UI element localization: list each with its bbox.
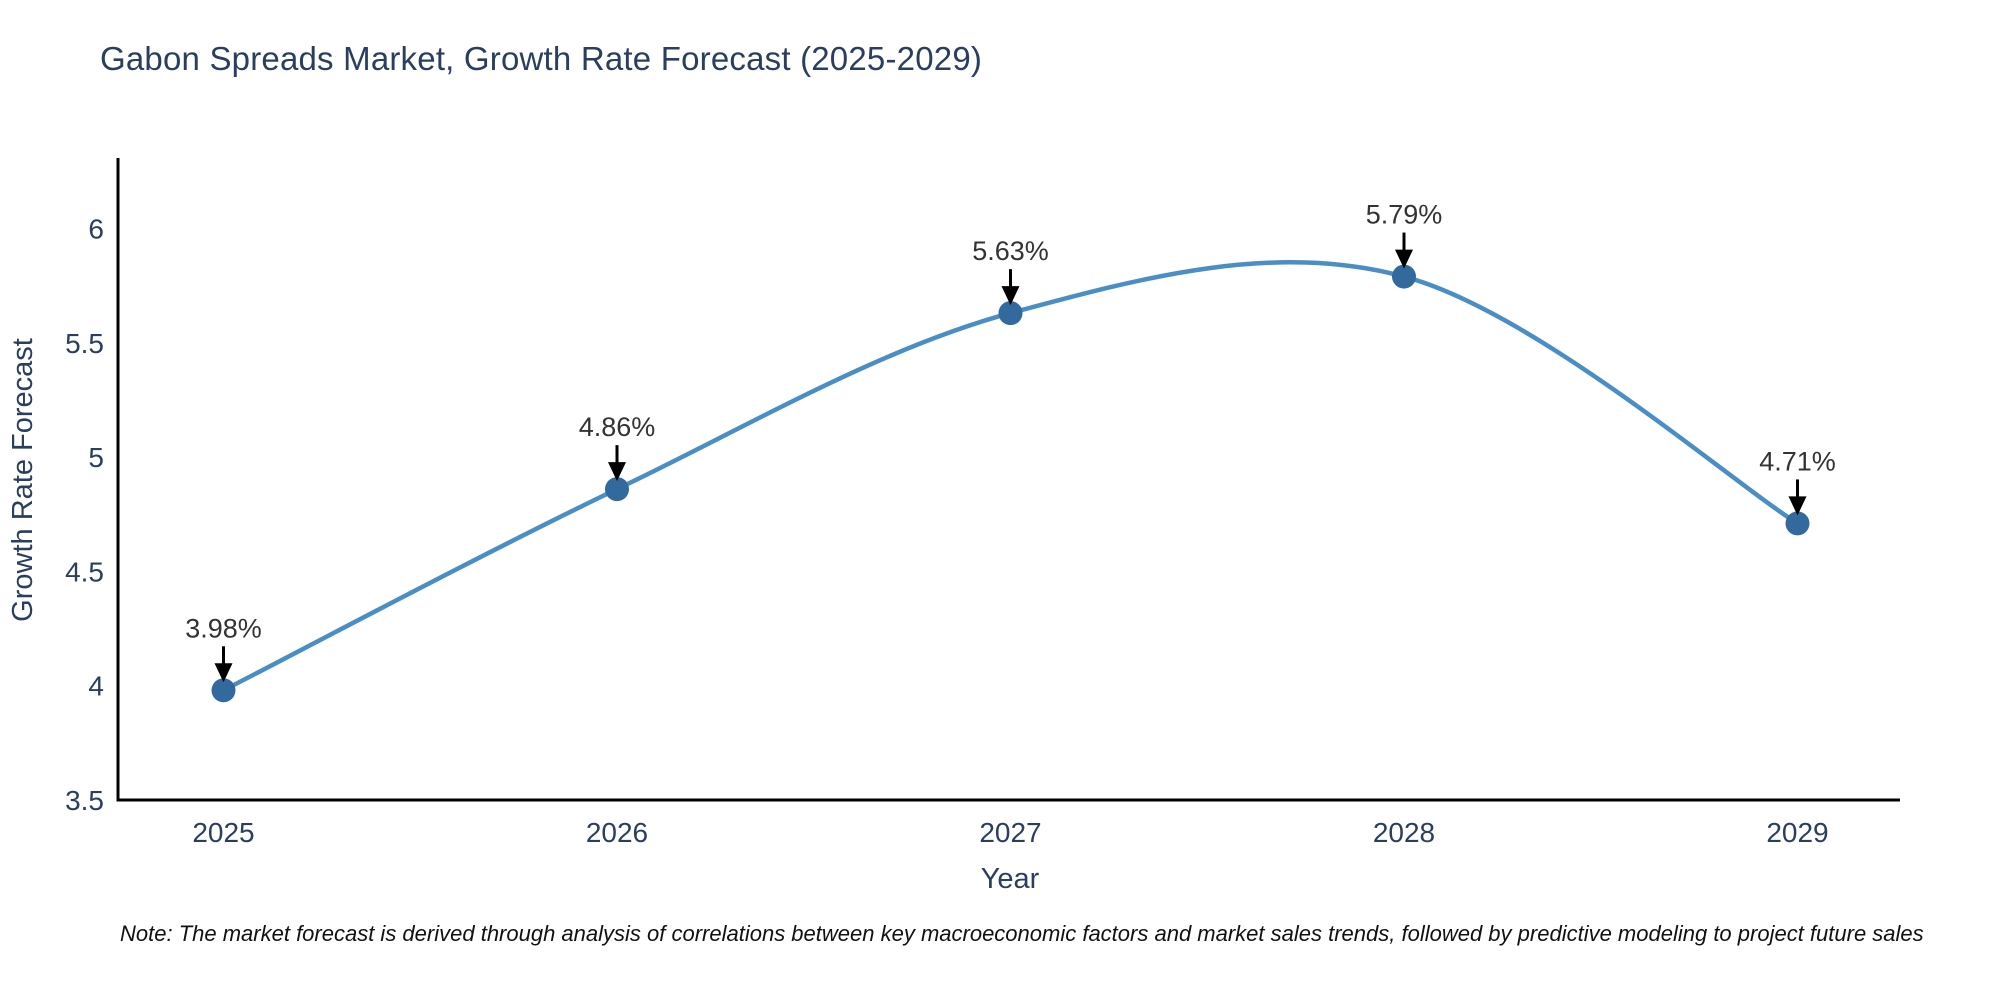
annotation-arrowhead [214,663,233,683]
data-point-marker [605,477,629,502]
point-value-label: 5.63% [972,236,1049,266]
y-tick-label: 4 [88,671,104,702]
series-line [221,260,1800,693]
x-tick-label: 2028 [1373,817,1435,848]
data-point-marker [998,301,1023,326]
x-tick-label: 2027 [979,817,1041,848]
x-tick-label: 2026 [586,817,648,848]
y-tick-label: 4.5 [65,556,104,587]
footnote: Note: The market forecast is derived thr… [120,921,1924,946]
data-point-markers [211,264,1810,703]
point-value-label: 3.98% [185,613,262,643]
y-tick-label: 5.5 [65,328,104,359]
y-axis-title: Growth Rate Forecast [7,338,39,622]
data-point-marker [211,678,236,703]
data-point-marker [1392,264,1416,289]
point-value-label: 4.71% [1759,446,1836,476]
point-value-label: 5.79% [1366,200,1443,230]
x-axis-title: Year [981,863,1040,895]
y-tick-label: 3.5 [65,785,104,816]
point-annotations: 3.98% 4.86% 5.63% 5.79% 4.71% [185,200,1836,683]
annotation-arrowhead [608,462,626,482]
annotation-arrowhead [1001,286,1020,306]
y-tick-label: 5 [88,442,104,473]
chart-title: Gabon Spreads Market, Growth Rate Foreca… [100,40,983,77]
x-tick-label: 2029 [1766,817,1828,848]
point-value-label: 4.86% [579,412,656,442]
x-axis-ticks: 2025 2026 2027 2028 2029 [192,817,1828,848]
annotation-arrowhead [1395,249,1413,269]
data-point-marker [1785,511,1810,536]
x-tick-label: 2025 [192,817,254,848]
y-tick-label: 6 [88,214,104,245]
annotation-arrowhead [1788,496,1807,516]
y-axis-ticks: 3.5 4 4.5 5 5.5 6 [65,214,104,816]
